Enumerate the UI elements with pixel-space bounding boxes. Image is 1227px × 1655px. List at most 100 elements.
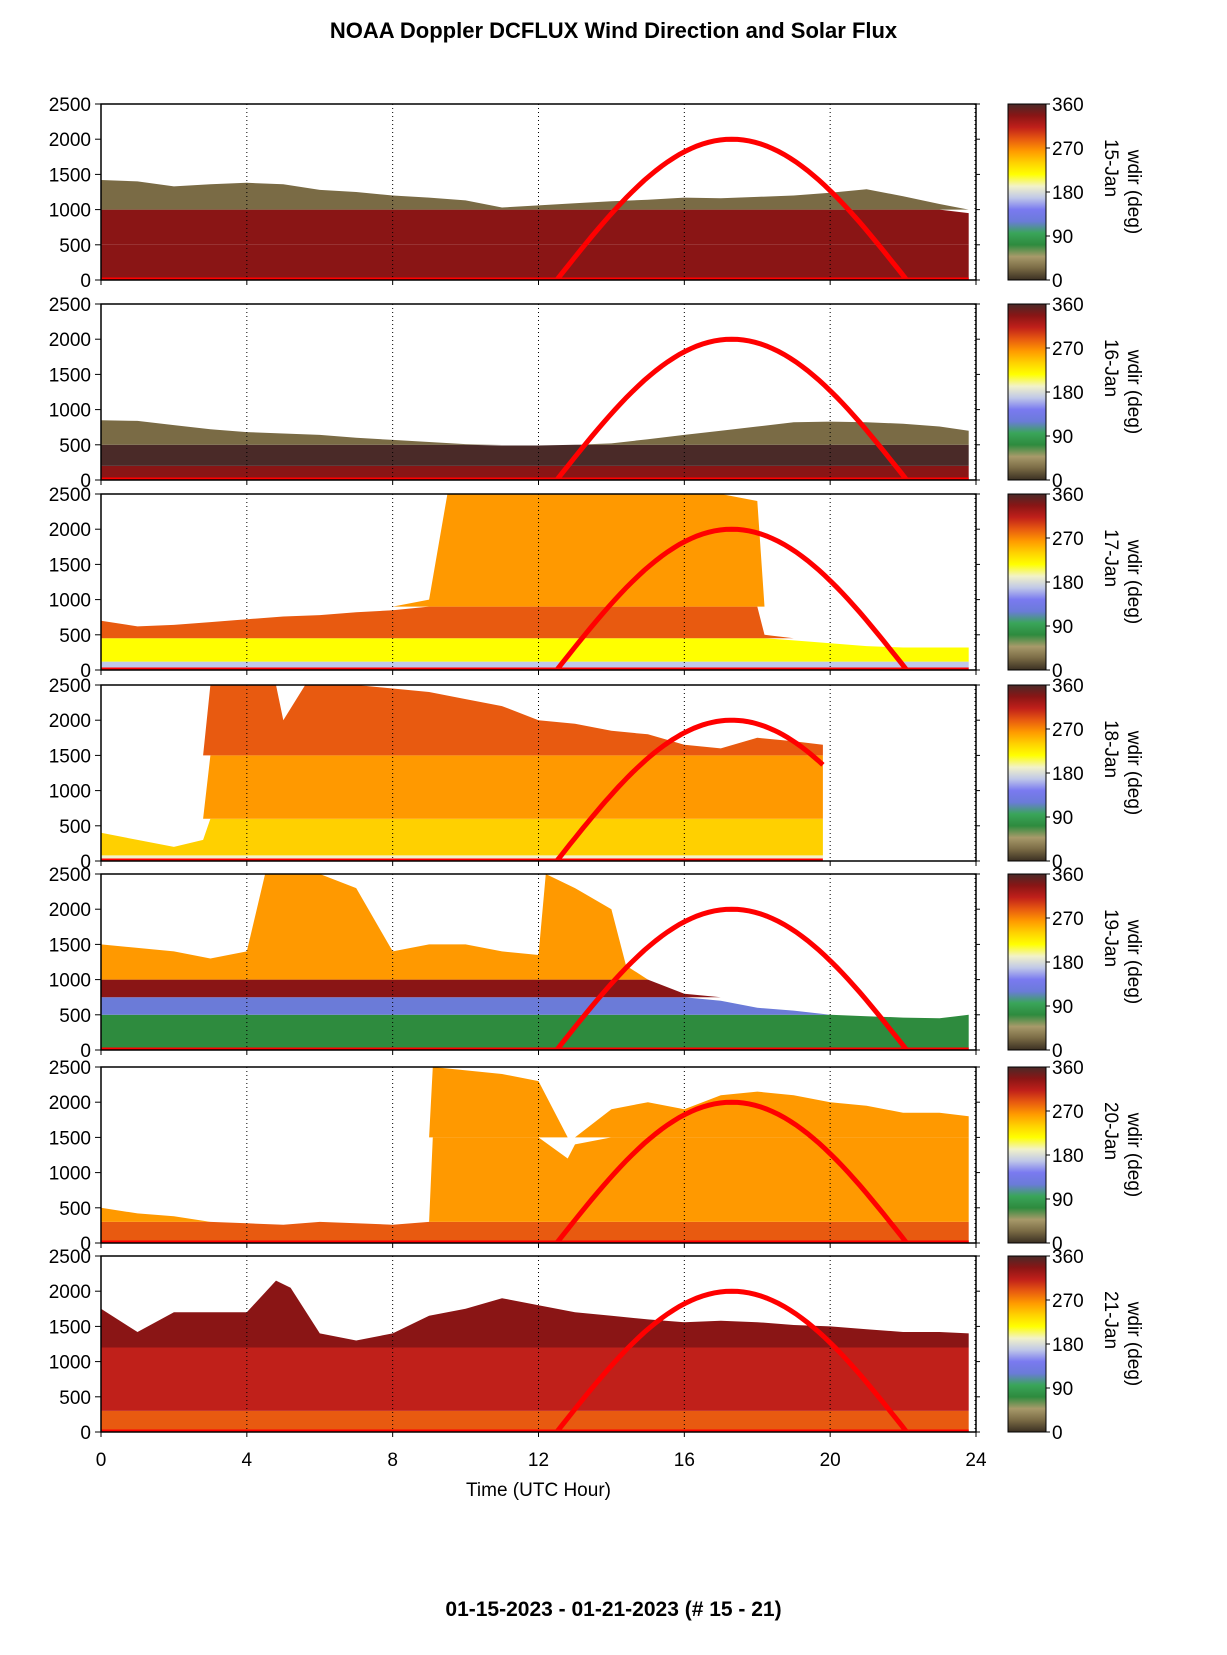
wind-layer-2 [101,606,969,639]
panel-date-label: 15-Jan [1100,139,1121,197]
colorbar-tick-label: 90 [1052,427,1073,448]
colorbar-tick-label: 90 [1052,227,1073,248]
panel-date-label: 17-Jan [1100,529,1121,587]
colorbar-label: wdir (deg) [1123,349,1144,434]
y-tick-label: 1500 [49,165,91,186]
wind-layer-1 [101,1347,969,1411]
colorbar-tick-label: 360 [1052,95,1084,116]
x-tick-label: 4 [242,1450,253,1471]
solar-flux-curve [554,906,909,1050]
y-tick-label: 2000 [49,900,91,921]
colorbar-tick-label: 180 [1052,1146,1084,1167]
colorbar-tick-label: 0 [1052,1423,1063,1444]
wind-layer-0 [101,1221,969,1243]
y-tick-label: 2000 [49,330,91,351]
solar-flux-curve [554,717,825,861]
colorbar-tick-label: 0 [1052,852,1063,873]
wind-direction-field [101,685,823,861]
panel-15-Jan: 0 500 1000 1500 2000 2500 0 90 180 270 360 wdir (de… [49,95,1144,292]
y-tick-label: 1500 [49,935,91,956]
y-tick-label: 2500 [49,295,91,316]
wind-layer-3 [101,685,823,756]
y-tick-label: 1000 [49,201,91,222]
y-tick-label: 2000 [49,130,91,151]
x-tick-label: 0 [96,1450,107,1471]
panel-date-label: 18-Jan [1100,720,1121,778]
wind-layer-1 [101,997,969,1015]
x-tick-label: 24 [965,1450,987,1471]
wind-layer-2 [101,1067,969,1138]
y-tick-label: 500 [59,626,91,647]
colorbar [1007,1066,1047,1244]
y-tick-label: 500 [59,1199,91,1220]
y-tick-label: 500 [59,1006,91,1027]
x-tick-label: 20 [820,1450,841,1471]
colorbar-tick-label: 270 [1052,909,1084,930]
y-tick-label: 1000 [49,782,91,803]
colorbar-tick-label: 360 [1052,1058,1084,1079]
y-tick-label: 1000 [49,971,91,992]
colorbar-tick-label: 0 [1052,471,1063,492]
solar-flux-curve [554,1288,909,1432]
y-tick-label: 1000 [49,401,91,422]
wind-direction-field [101,420,969,480]
colorbar-tick-label: 90 [1052,617,1073,638]
y-tick-label: 500 [59,1388,91,1409]
wind-direction-field [101,494,969,670]
y-tick-label: 2000 [49,520,91,541]
y-tick-label: 0 [80,852,91,873]
chart-title: NOAA Doppler DCFLUX Wind Direction and S… [329,18,898,43]
y-tick-label: 500 [59,817,91,838]
y-tick-label: 2500 [49,485,91,506]
colorbar-tick-label: 270 [1052,139,1084,160]
panel-date-label: 20-Jan [1100,1102,1121,1160]
y-tick-label: 2500 [49,676,91,697]
colorbar-tick-label: 180 [1052,183,1084,204]
y-tick-label: 2000 [49,1282,91,1303]
y-tick-label: 2000 [49,711,91,732]
panel-18-Jan: 0 500 1000 1500 2000 2500 0 90 180 270 360 wdir (de… [49,676,1144,873]
wind-layer-0 [101,1014,969,1050]
y-tick-label: 0 [80,271,91,292]
wind-direction-field [101,180,969,280]
colorbar-tick-label: 180 [1052,1335,1084,1356]
x-tick-label: 12 [528,1450,549,1471]
wind-layer-2 [101,755,823,819]
solar-flux-curve [554,1099,909,1243]
y-tick-label: 2000 [49,1093,91,1114]
panel-date-label: 21-Jan [1100,1291,1121,1349]
panel-date-label: 16-Jan [1100,339,1121,397]
wind-layer-0 [101,1410,969,1432]
x-tick-label: 16 [674,1450,695,1471]
panel-16-Jan: 0 500 1000 1500 2000 2500 0 90 180 270 360 wdir (de… [49,295,1144,492]
y-tick-label: 2500 [49,95,91,116]
wind-layer-2 [101,1280,969,1348]
y-tick-label: 0 [80,471,91,492]
y-tick-label: 500 [59,236,91,257]
colorbar-tick-label: 0 [1052,661,1063,682]
panel-21-Jan: 0 500 1000 1500 2000 2500 0 90 180 270 360 wdir (de… [49,1247,1144,1444]
colorbar-tick-label: 0 [1052,1234,1063,1255]
colorbar-tick-label: 90 [1052,997,1073,1018]
colorbar-tick-label: 360 [1052,1247,1084,1268]
y-tick-label: 2500 [49,1247,91,1268]
colorbar [1007,303,1047,481]
colorbar-tick-label: 180 [1052,573,1084,594]
y-tick-label: 500 [59,436,91,457]
colorbar-tick-label: 90 [1052,1379,1073,1400]
wind-layer-0 [101,465,969,480]
colorbar-label: wdir (deg) [1123,1301,1144,1386]
wind-direction-field [101,1067,969,1243]
y-tick-label: 1500 [49,555,91,576]
colorbar-label: wdir (deg) [1123,919,1144,1004]
y-tick-label: 2500 [49,865,91,886]
colorbar-tick-label: 270 [1052,1102,1084,1123]
panel-19-Jan: 0 500 1000 1500 2000 2500 0 90 180 270 360 wdir (de… [49,865,1144,1062]
wind-layer-1 [101,209,969,245]
colorbar-label: wdir (deg) [1123,730,1144,815]
colorbar-tick-label: 270 [1052,529,1084,550]
y-tick-label: 0 [80,1041,91,1062]
wind-direction-field [101,874,969,1050]
colorbar-tick-label: 360 [1052,295,1084,316]
